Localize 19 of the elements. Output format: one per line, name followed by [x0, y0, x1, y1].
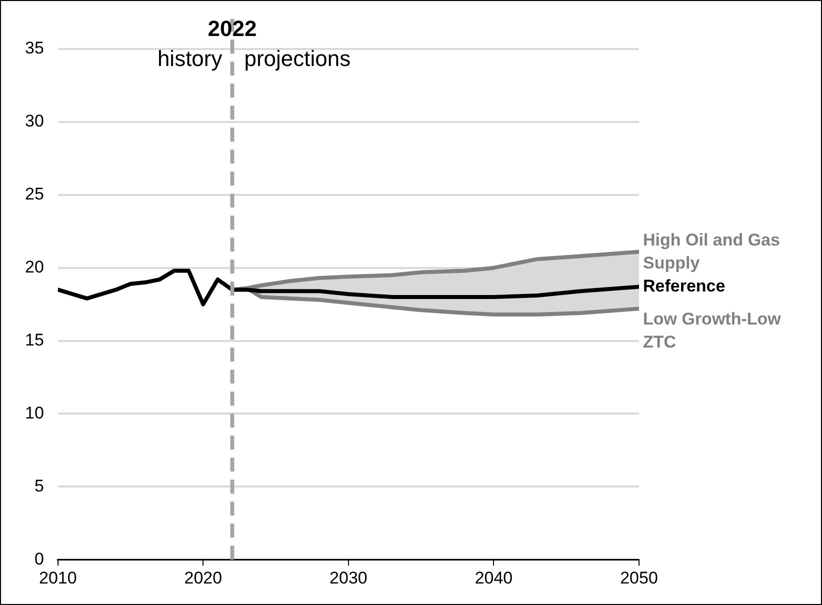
x-tick-label: 2050: [620, 568, 658, 588]
x-tick-label: 2030: [330, 568, 368, 588]
y-tick-label: 30: [24, 112, 44, 131]
y-tick-label: 10: [24, 403, 44, 422]
y-tick-label: 0: [34, 549, 44, 568]
ref-line-label: 2022: [208, 16, 257, 41]
series-label: Reference: [643, 276, 726, 296]
x-tick-label: 2040: [474, 568, 513, 588]
series-label: Low Growth-Low ZTC: [643, 309, 782, 352]
series-label: High Oil and Gas Supply: [643, 230, 780, 272]
y-tick-label: 5: [34, 476, 44, 496]
y-tick-label: 15: [24, 330, 44, 350]
x-tick-label: 2010: [38, 568, 77, 588]
y-tick-label: 35: [24, 38, 44, 58]
annotation: history: [157, 46, 222, 71]
annotation: projections: [244, 46, 351, 71]
y-tick-label: 20: [24, 258, 44, 277]
y-tick-label: 25: [24, 184, 44, 204]
x-tick-label: 2020: [184, 568, 222, 588]
